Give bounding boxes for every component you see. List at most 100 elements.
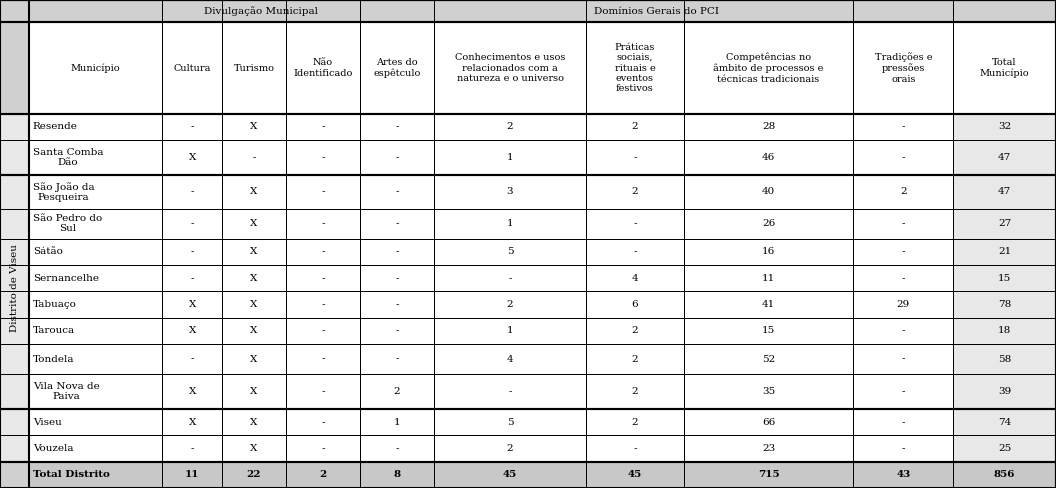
Bar: [0, 265, 29, 291]
Bar: [360, 22, 434, 114]
Text: X: X: [250, 122, 258, 131]
Bar: [586, 318, 684, 344]
Text: Resende: Resende: [33, 122, 78, 131]
Text: X: X: [189, 326, 196, 335]
Text: 28: 28: [762, 122, 775, 131]
Bar: [586, 409, 684, 435]
Bar: [163, 374, 222, 409]
Text: Tradições e
pressões
orais: Tradições e pressões orais: [874, 52, 932, 84]
Text: -: -: [395, 355, 399, 364]
Bar: [954, 435, 1056, 462]
Text: X: X: [250, 274, 258, 283]
Text: 46: 46: [762, 153, 775, 162]
Text: -: -: [190, 274, 194, 283]
Bar: [434, 239, 586, 265]
Text: Tarouca: Tarouca: [33, 326, 75, 335]
Bar: [684, 435, 853, 462]
Bar: [360, 208, 434, 239]
Text: 43: 43: [897, 470, 910, 479]
Text: 715: 715: [758, 470, 779, 479]
Bar: [0, 435, 29, 462]
Bar: [684, 140, 853, 175]
Text: 16: 16: [762, 247, 775, 257]
Bar: [684, 291, 853, 318]
Bar: [954, 291, 1056, 318]
Text: 23: 23: [762, 444, 775, 453]
Bar: [853, 175, 954, 208]
Bar: [853, 318, 954, 344]
Text: 27: 27: [998, 219, 1012, 228]
Bar: [163, 208, 222, 239]
Bar: [360, 462, 434, 488]
Text: 15: 15: [998, 274, 1012, 283]
Text: -: -: [395, 187, 399, 196]
Text: 8: 8: [393, 470, 400, 479]
Bar: [586, 291, 684, 318]
Bar: [684, 239, 853, 265]
Text: 41: 41: [762, 300, 775, 309]
Bar: [29, 22, 163, 114]
Bar: [286, 462, 360, 488]
Bar: [853, 291, 954, 318]
Bar: [222, 22, 286, 114]
Bar: [684, 175, 853, 208]
Bar: [29, 291, 163, 318]
Bar: [360, 140, 434, 175]
Bar: [163, 435, 222, 462]
Text: -: -: [902, 122, 905, 131]
Bar: [222, 374, 286, 409]
Text: 6: 6: [631, 300, 638, 309]
Text: 32: 32: [998, 122, 1012, 131]
Text: X: X: [189, 153, 196, 162]
Bar: [29, 462, 163, 488]
Bar: [29, 318, 163, 344]
Bar: [163, 265, 222, 291]
Bar: [29, 114, 163, 140]
Bar: [434, 318, 586, 344]
Text: 2: 2: [631, 387, 638, 396]
Text: -: -: [902, 247, 905, 257]
Text: 26: 26: [762, 219, 775, 228]
Bar: [954, 22, 1056, 114]
Bar: [0, 0, 29, 22]
Bar: [853, 409, 954, 435]
Text: -: -: [321, 418, 324, 427]
Bar: [954, 409, 1056, 435]
Text: Domínios Gerais do PCI: Domínios Gerais do PCI: [595, 7, 719, 16]
Text: -: -: [321, 274, 324, 283]
Text: X: X: [250, 219, 258, 228]
Bar: [434, 114, 586, 140]
Text: -: -: [321, 247, 324, 257]
Text: -: -: [321, 444, 324, 453]
Bar: [163, 0, 360, 22]
Bar: [222, 239, 286, 265]
Text: Práticas
sociais,
rituais e
eventos
festivos: Práticas sociais, rituais e eventos fest…: [615, 43, 656, 93]
Text: Artes do
espêtculo: Artes do espêtculo: [373, 58, 420, 78]
Bar: [360, 291, 434, 318]
Bar: [29, 409, 163, 435]
Bar: [0, 409, 29, 435]
Bar: [434, 175, 586, 208]
Bar: [586, 239, 684, 265]
Text: X: X: [250, 387, 258, 396]
Text: -: -: [395, 274, 399, 283]
Text: -: -: [902, 274, 905, 283]
Bar: [29, 344, 163, 374]
Text: 2: 2: [507, 300, 513, 309]
Bar: [586, 265, 684, 291]
Text: 66: 66: [762, 418, 775, 427]
Text: -: -: [395, 219, 399, 228]
Text: Turismo: Turismo: [233, 63, 275, 73]
Bar: [222, 265, 286, 291]
Text: 4: 4: [507, 355, 513, 364]
Text: Viseu: Viseu: [33, 418, 61, 427]
Text: 856: 856: [994, 470, 1015, 479]
Text: -: -: [902, 355, 905, 364]
Bar: [586, 22, 684, 114]
Bar: [954, 208, 1056, 239]
Text: Santa Comba
Dão: Santa Comba Dão: [33, 148, 103, 167]
Bar: [360, 374, 434, 409]
Text: -: -: [634, 153, 637, 162]
Bar: [360, 0, 954, 22]
Text: Sernancelhe: Sernancelhe: [33, 274, 99, 283]
